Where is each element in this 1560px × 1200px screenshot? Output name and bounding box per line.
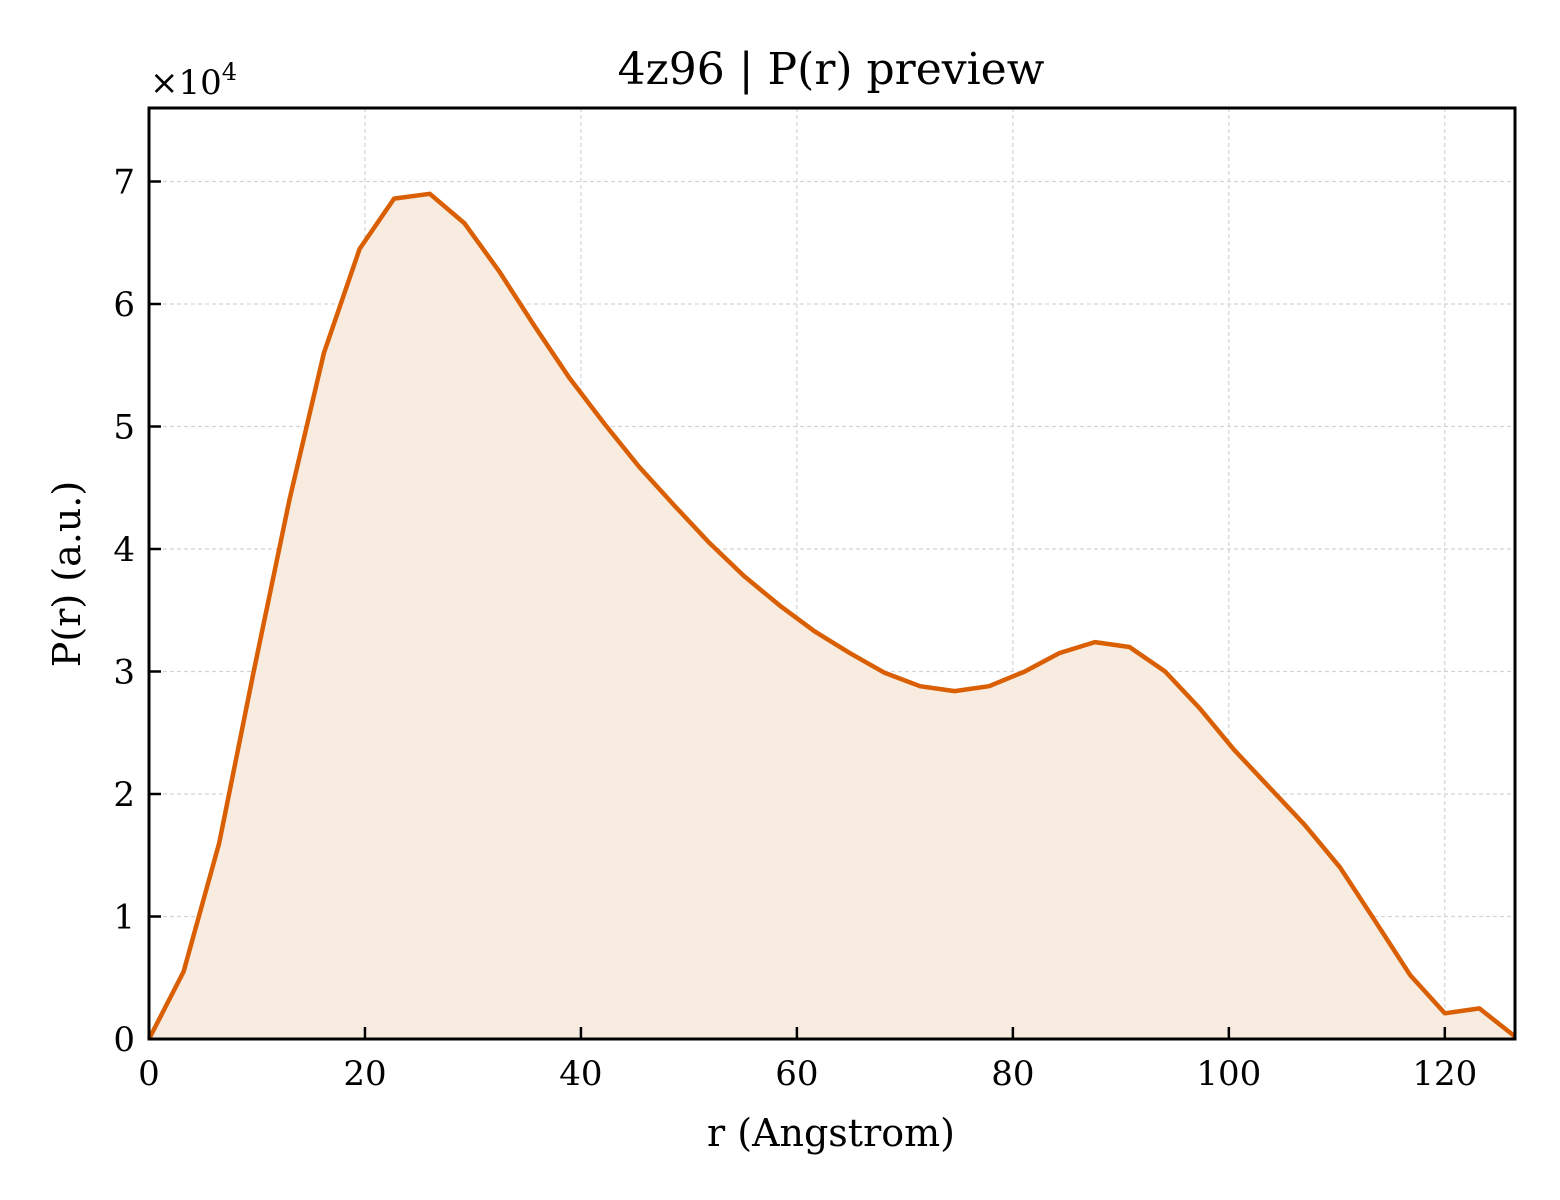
ticks: 0 20 40 60 80 100 120 0 1 2 3 4 5 6 7 bbox=[113, 163, 1477, 1095]
y-tick-label: 2 bbox=[113, 775, 135, 815]
x-tick-label: 60 bbox=[775, 1054, 818, 1094]
y-tick-label: 0 bbox=[113, 1020, 135, 1060]
x-tick-label: 100 bbox=[1196, 1054, 1261, 1094]
x-tick-label: 120 bbox=[1412, 1054, 1477, 1094]
x-tick-label: 40 bbox=[559, 1054, 602, 1094]
x-tick-label: 80 bbox=[991, 1054, 1034, 1094]
x-tick-label: 0 bbox=[138, 1054, 160, 1094]
y-tick-label: 1 bbox=[113, 898, 135, 938]
series-line bbox=[146, 191, 1517, 1041]
y-multiplier-exponent: 4 bbox=[222, 58, 237, 86]
y-tick-label: 3 bbox=[113, 653, 135, 693]
x-axis-label: r (Angstrom) bbox=[707, 1111, 955, 1155]
y-tick-label: 6 bbox=[113, 285, 135, 325]
y-axis-label: P(r) (a.u.) bbox=[45, 481, 89, 667]
x-tick-label: 20 bbox=[343, 1054, 386, 1094]
y-tick-label: 4 bbox=[113, 530, 135, 570]
chart-title: 4z96 | P(r) preview bbox=[618, 44, 1045, 95]
y-tick-label: 5 bbox=[113, 408, 135, 448]
plot-frame bbox=[147, 106, 1517, 1041]
y-tick-label: 7 bbox=[113, 163, 135, 203]
y-multiplier-base: ×10 bbox=[150, 63, 222, 103]
series-area-fill bbox=[149, 193, 1515, 1040]
y-multiplier: ×104 bbox=[150, 58, 237, 103]
